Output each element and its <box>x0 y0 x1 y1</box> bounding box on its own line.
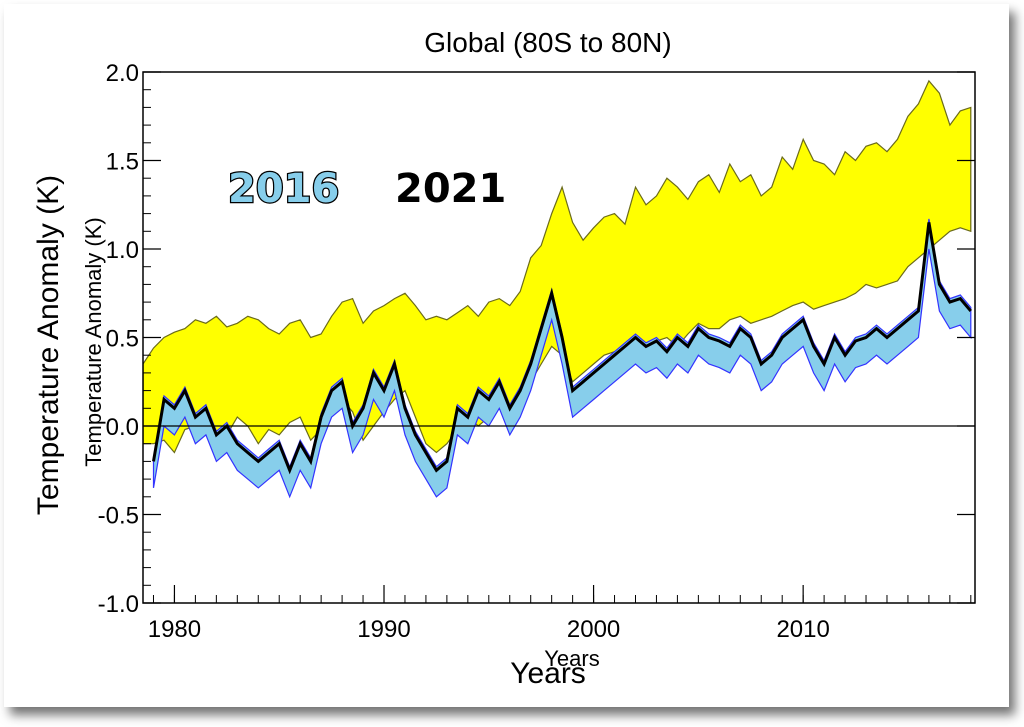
ticks <box>143 71 975 604</box>
series-2021-line <box>152 222 972 475</box>
tick-labels: -1.0 -0.5 0.0 0.5 1.0 1.5 2.0 1980 1990 2000 2010 <box>98 60 830 643</box>
y-tick-label: 2.0 <box>106 60 139 87</box>
y-tick-label: 0.0 <box>106 414 139 441</box>
y-tick-label: 1.0 <box>106 237 139 264</box>
x-axis-label-overlay: Years <box>544 646 599 671</box>
y-axis-label: Temperature Anomaly (K) <box>32 175 65 515</box>
y-tick-label: 1.5 <box>106 149 139 176</box>
y-tick-label: 0.5 <box>106 326 139 353</box>
x-tick-label: 1990 <box>357 616 410 643</box>
year-label-2016: 2016 <box>228 166 339 212</box>
x-axis-label: Years <box>510 657 586 690</box>
plot-area <box>143 79 975 499</box>
x-tick-label: 2010 <box>776 616 829 643</box>
y-axis-label-overlay: Temperature Anomaly (K) <box>81 217 106 466</box>
series-2016-band <box>143 79 972 454</box>
series-2016-blue-fill <box>152 218 972 499</box>
chart-title: Global (80S to 80N) <box>424 27 671 58</box>
y-tick-label: -0.5 <box>98 503 139 530</box>
x-tick-label: 1980 <box>148 616 201 643</box>
x-tick-label: 2000 <box>567 616 620 643</box>
y-tick-label: -1.0 <box>98 591 139 618</box>
year-label-2021: 2021 <box>395 166 506 212</box>
